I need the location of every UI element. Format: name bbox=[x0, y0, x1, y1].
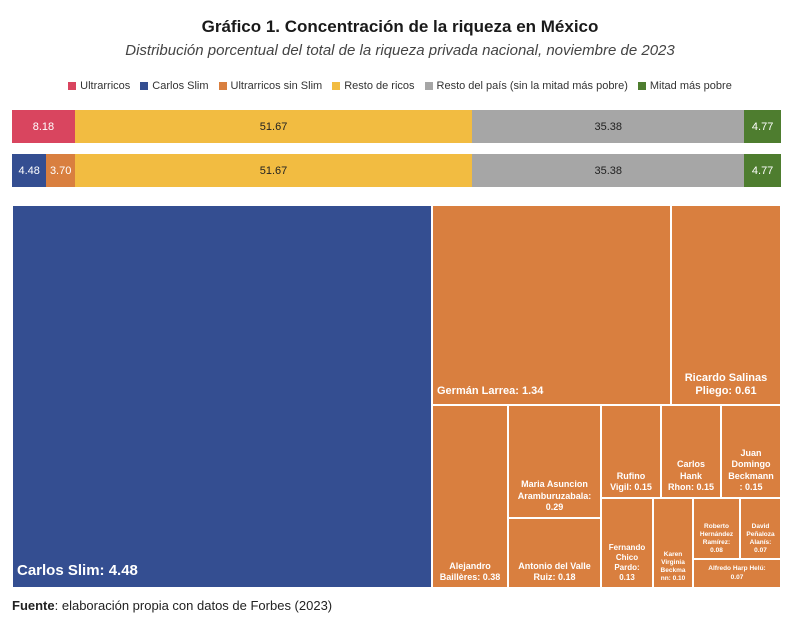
treemap-cell: Rufino Vigil: 0.15 bbox=[601, 405, 661, 498]
legend-item: Carlos Slim bbox=[140, 80, 209, 92]
bar-segment: 35.38 bbox=[472, 154, 745, 187]
bar-segment: 4.77 bbox=[744, 110, 781, 143]
treemap-cell: Alfredo Harp Helú: 0.07 bbox=[693, 559, 781, 588]
treemap-cell: Antonio del Valle Ruiz: 0.18 bbox=[508, 518, 601, 588]
legend-label: Carlos Slim bbox=[152, 80, 209, 92]
source-text: : elaboración propia con datos de Forbes… bbox=[54, 598, 333, 613]
legend-swatch bbox=[68, 82, 77, 90]
stacked-bar-ultrarricos: 8.18 51.67 35.38 4.77 bbox=[12, 110, 781, 143]
treemap-cell: Carlos Slim: 4.48 bbox=[12, 205, 432, 588]
treemap-cell-label: Ricardo Salinas Pliego: 0.61 bbox=[684, 371, 768, 398]
bar-segment: 4.77 bbox=[744, 154, 781, 187]
source-label: Fuente bbox=[12, 598, 55, 613]
treemap-cell-label: Fernando Chico Pardo: 0.13 bbox=[608, 543, 646, 582]
bar-segment-label: 51.67 bbox=[259, 120, 288, 133]
legend-swatch bbox=[140, 82, 149, 90]
chart-title: Gráfico 1. Concentración de la riqueza e… bbox=[201, 17, 599, 36]
treemap-cell-label: Alfredo Harp Helú: 0.07 bbox=[708, 565, 766, 581]
bar-segment-label: 35.38 bbox=[594, 120, 623, 133]
legend-item: Resto de ricos bbox=[332, 80, 415, 92]
legend-swatch bbox=[332, 82, 341, 90]
treemap-cell-label: Carlos Hank Rhon: 0.15 bbox=[667, 459, 714, 492]
bar-segment: 51.67 bbox=[74, 110, 473, 143]
source-note: Fuente: elaboración propia con datos de … bbox=[12, 598, 332, 613]
treemap-cell-label: Alejandro Baillères: 0.38 bbox=[439, 560, 501, 582]
legend-label: Ultrarricos sin Slim bbox=[230, 80, 323, 92]
treemap-cell: Carlos Hank Rhon: 0.15 bbox=[661, 405, 721, 498]
treemap-cell-label: Germán Larrea: 1.34 bbox=[437, 385, 544, 398]
legend-item: Ultrarricos sin Slim bbox=[218, 80, 323, 92]
treemap-cell: Maria Asuncion Aramburuzabala: 0.29 bbox=[508, 405, 601, 518]
treemap-cell: Juan Domingo Beckmann : 0.15 bbox=[721, 405, 781, 498]
legend-label: Resto de ricos bbox=[344, 80, 415, 92]
legend-swatch bbox=[218, 82, 227, 90]
bar-segment: 8.18 bbox=[12, 110, 75, 143]
treemap-cell: David Peñaloza Alanís: 0.07 bbox=[740, 498, 781, 559]
treemap-cell: Germán Larrea: 1.34 bbox=[432, 205, 671, 405]
legend-label: Ultrarricos bbox=[80, 80, 131, 92]
legend-swatch bbox=[637, 82, 646, 90]
bar-segment-label: 8.18 bbox=[32, 120, 55, 133]
stacked-bar-slim: 4.48 3.70 51.67 35.38 4.77 bbox=[12, 154, 781, 187]
bar-segment-label: 35.38 bbox=[594, 164, 622, 177]
bar-segment-label: 4.77 bbox=[751, 164, 774, 177]
bar-segment: 4.48 bbox=[12, 154, 47, 187]
bar-segment: 35.38 bbox=[472, 110, 745, 143]
treemap-cell-label: Rufino Vigil: 0.15 bbox=[610, 470, 652, 492]
treemap-cell: Ricardo Salinas Pliego: 0.61 bbox=[671, 205, 781, 405]
bar-segment: 51.67 bbox=[74, 154, 473, 187]
treemap-cell-label: Maria Asuncion Aramburuzabala: 0.29 bbox=[517, 479, 592, 512]
treemap-cell: Fernando Chico Pardo: 0.13 bbox=[601, 498, 653, 588]
treemap: Carlos Slim: 4.48 Germán Larrea: 1.34 Rica… bbox=[12, 205, 781, 588]
treemap-cell-label: Karen Virginia Beckma nn: 0.10 bbox=[660, 550, 686, 582]
bar-segment-label: 4.48 bbox=[18, 164, 40, 177]
bar-segment-label: 51.67 bbox=[259, 164, 288, 177]
treemap-cell: Karen Virginia Beckma nn: 0.10 bbox=[653, 498, 693, 588]
legend-label: Mitad más pobre bbox=[649, 80, 732, 92]
bar-segment-label: 3.70 bbox=[49, 164, 72, 177]
treemap-cell-label: Juan Domingo Beckmann : 0.15 bbox=[728, 448, 774, 492]
bar-segment-label: 4.77 bbox=[751, 120, 774, 133]
legend-swatch bbox=[424, 82, 433, 90]
legend-item: Mitad más pobre bbox=[637, 80, 732, 92]
legend: Ultrarricos Carlos Slim Ultrarricos sin … bbox=[0, 80, 800, 92]
legend-item: Ultrarricos bbox=[68, 80, 130, 92]
bar-segment: 3.70 bbox=[46, 154, 75, 187]
treemap-cell-label: Antonio del Valle Ruiz: 0.18 bbox=[518, 560, 591, 582]
chart-subtitle: Distribución porcentual del total de la … bbox=[125, 42, 675, 59]
treemap-cell: Roberto Hernández Ramírez: 0.08 bbox=[693, 498, 740, 559]
treemap-cell: Alejandro Baillères: 0.38 bbox=[432, 405, 508, 588]
treemap-cell-label: David Peñaloza Alanís: 0.07 bbox=[746, 522, 775, 554]
legend-item: Resto del país (sin la mitad más pobre) bbox=[424, 80, 628, 92]
legend-label: Resto del país (sin la mitad más pobre) bbox=[436, 80, 628, 92]
treemap-cell-label: Carlos Slim: 4.48 bbox=[17, 562, 138, 580]
treemap-cell-label: Roberto Hernández Ramírez: 0.08 bbox=[699, 522, 734, 554]
